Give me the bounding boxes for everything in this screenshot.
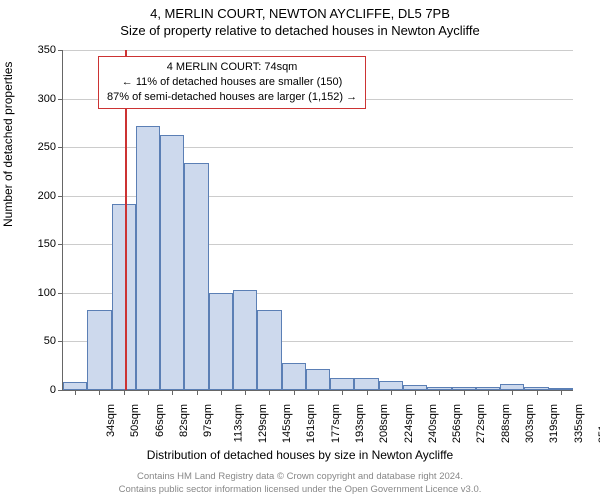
xtick-mark	[245, 390, 246, 395]
footer-line1: Contains HM Land Registry data © Crown c…	[0, 471, 600, 483]
xtick-label: 66sqm	[154, 404, 166, 437]
xtick-label: 193sqm	[354, 404, 366, 443]
ytick-label: 0	[26, 384, 56, 396]
ytick-label: 150	[26, 238, 56, 250]
histogram-bar	[354, 378, 378, 390]
xtick-label: 256sqm	[451, 404, 463, 443]
xtick-mark	[75, 390, 76, 395]
xtick-mark	[197, 390, 198, 395]
xtick-label: 145sqm	[281, 404, 293, 443]
xtick-label: 177sqm	[330, 404, 342, 443]
histogram-bar	[282, 363, 306, 390]
ytick-label: 300	[26, 93, 56, 105]
xtick-mark	[391, 390, 392, 395]
xtick-mark	[415, 390, 416, 395]
xtick-mark	[269, 390, 270, 395]
xtick-label: 50sqm	[129, 404, 141, 437]
ytick-label: 100	[26, 287, 56, 299]
histogram-bar	[379, 381, 403, 390]
xtick-mark	[342, 390, 343, 395]
histogram-bar	[63, 382, 87, 390]
annotation-line3: 87% of semi-detached houses are larger (…	[107, 90, 357, 105]
ytick-mark	[58, 244, 63, 245]
ytick-mark	[58, 99, 63, 100]
xtick-label: 82sqm	[178, 404, 190, 437]
xtick-mark	[172, 390, 173, 395]
annotation-line2: ← 11% of detached houses are smaller (15…	[107, 75, 357, 90]
xtick-mark	[512, 390, 513, 395]
histogram-bar	[257, 310, 281, 390]
histogram-bar	[136, 126, 160, 390]
histogram-bar	[306, 369, 330, 390]
ytick-mark	[58, 196, 63, 197]
y-axis-label: Number of detached properties	[1, 62, 15, 227]
histogram-bar	[184, 163, 208, 390]
ytick-mark	[58, 147, 63, 148]
ytick-mark	[58, 50, 63, 51]
xtick-mark	[439, 390, 440, 395]
ytick-mark	[58, 390, 63, 391]
chart-subtitle: Size of property relative to detached ho…	[0, 21, 600, 38]
histogram-bar	[233, 290, 257, 390]
ytick-label: 50	[26, 335, 56, 347]
xtick-label: 34sqm	[105, 404, 117, 437]
xtick-mark	[318, 390, 319, 395]
xtick-mark	[537, 390, 538, 395]
xtick-label: 97sqm	[202, 404, 214, 437]
xtick-mark	[294, 390, 295, 395]
xtick-label: 240sqm	[427, 404, 439, 443]
xtick-mark	[124, 390, 125, 395]
xtick-label: 319sqm	[548, 404, 560, 443]
gridline	[63, 50, 573, 51]
chart-container: 4, MERLIN COURT, NEWTON AYCLIFFE, DL5 7P…	[0, 0, 600, 500]
xtick-mark	[561, 390, 562, 395]
chart-title: 4, MERLIN COURT, NEWTON AYCLIFFE, DL5 7P…	[0, 0, 600, 21]
xtick-label: 303sqm	[524, 404, 536, 443]
xtick-label: 208sqm	[378, 404, 390, 443]
ytick-label: 250	[26, 141, 56, 153]
histogram-bar	[330, 378, 354, 390]
annotation-box: 4 MERLIN COURT: 74sqm ← 11% of detached …	[98, 56, 366, 109]
ytick-mark	[58, 293, 63, 294]
histogram-bar	[209, 293, 233, 390]
xtick-mark	[221, 390, 222, 395]
xtick-label: 288sqm	[500, 404, 512, 443]
xtick-label: 113sqm	[232, 404, 244, 442]
xtick-label: 272sqm	[476, 404, 488, 443]
xtick-mark	[367, 390, 368, 395]
histogram-bar	[87, 310, 111, 390]
annotation-line1: 4 MERLIN COURT: 74sqm	[107, 60, 357, 75]
histogram-bar	[112, 204, 136, 391]
xtick-mark	[464, 390, 465, 395]
xtick-label: 161sqm	[306, 404, 318, 443]
xtick-mark	[488, 390, 489, 395]
xtick-mark	[99, 390, 100, 395]
ytick-label: 200	[26, 190, 56, 202]
ytick-label: 350	[26, 44, 56, 56]
footer-line2: Contains public sector information licen…	[0, 484, 600, 496]
ytick-mark	[58, 341, 63, 342]
xtick-mark	[148, 390, 149, 395]
xtick-label: 129sqm	[257, 404, 269, 443]
histogram-bar	[160, 135, 184, 390]
footer: Contains HM Land Registry data © Crown c…	[0, 471, 600, 496]
xtick-label: 224sqm	[403, 404, 415, 443]
xtick-label: 335sqm	[573, 404, 585, 443]
x-axis-label: Distribution of detached houses by size …	[0, 448, 600, 462]
